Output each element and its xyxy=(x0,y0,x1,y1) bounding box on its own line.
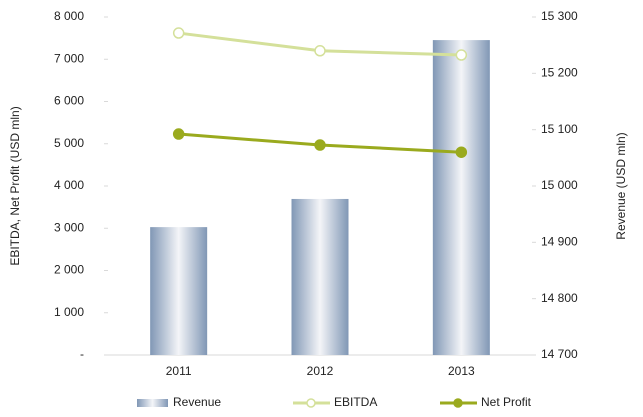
y2-tick-label: 14 800 xyxy=(541,291,578,305)
point xyxy=(314,45,326,57)
y2-tick-label: 14 700 xyxy=(541,347,578,361)
y2-axis-title: Revenue (USD mln) xyxy=(614,132,628,239)
y-tick-label: 2 000 xyxy=(54,263,84,277)
point xyxy=(455,146,468,158)
point xyxy=(172,128,185,140)
y2-tick-label: 15 300 xyxy=(541,9,578,23)
x-tick-label: 2011 xyxy=(166,364,192,378)
y-tick-label: 4 000 xyxy=(54,178,84,192)
legend-label: EBITDA xyxy=(334,395,377,409)
point xyxy=(172,27,185,39)
y2-tick-label: 15 200 xyxy=(541,66,578,80)
legend-marker xyxy=(306,398,316,408)
legend-swatch xyxy=(137,399,168,407)
legend-label: Net Profit xyxy=(481,395,532,409)
y2-tick-label: 15 000 xyxy=(541,178,578,192)
y-tick-label: 8 000 xyxy=(54,9,84,23)
y-tick-label: - xyxy=(80,347,84,361)
bar xyxy=(291,198,349,355)
legend-marker xyxy=(453,398,463,408)
y-tick-label: 6 000 xyxy=(54,94,84,108)
y2-tick-label: 14 900 xyxy=(541,235,578,249)
y-tick-label: 7 000 xyxy=(54,51,84,65)
y2-tick-label: 15 100 xyxy=(541,122,578,136)
x-tick-label: 2013 xyxy=(448,364,475,378)
point xyxy=(455,49,468,61)
y-tick-label: 3 000 xyxy=(54,220,84,234)
y-tick-label: 1 000 xyxy=(54,305,84,319)
y-tick-label: 5 000 xyxy=(54,136,84,150)
x-tick-label: 2012 xyxy=(307,364,334,378)
legend-label: Revenue xyxy=(173,395,221,409)
y-axis-title: EBITDA, Net Profit (USD mln) xyxy=(8,106,22,265)
bar xyxy=(432,40,490,355)
point xyxy=(314,139,326,151)
bar xyxy=(150,227,208,355)
